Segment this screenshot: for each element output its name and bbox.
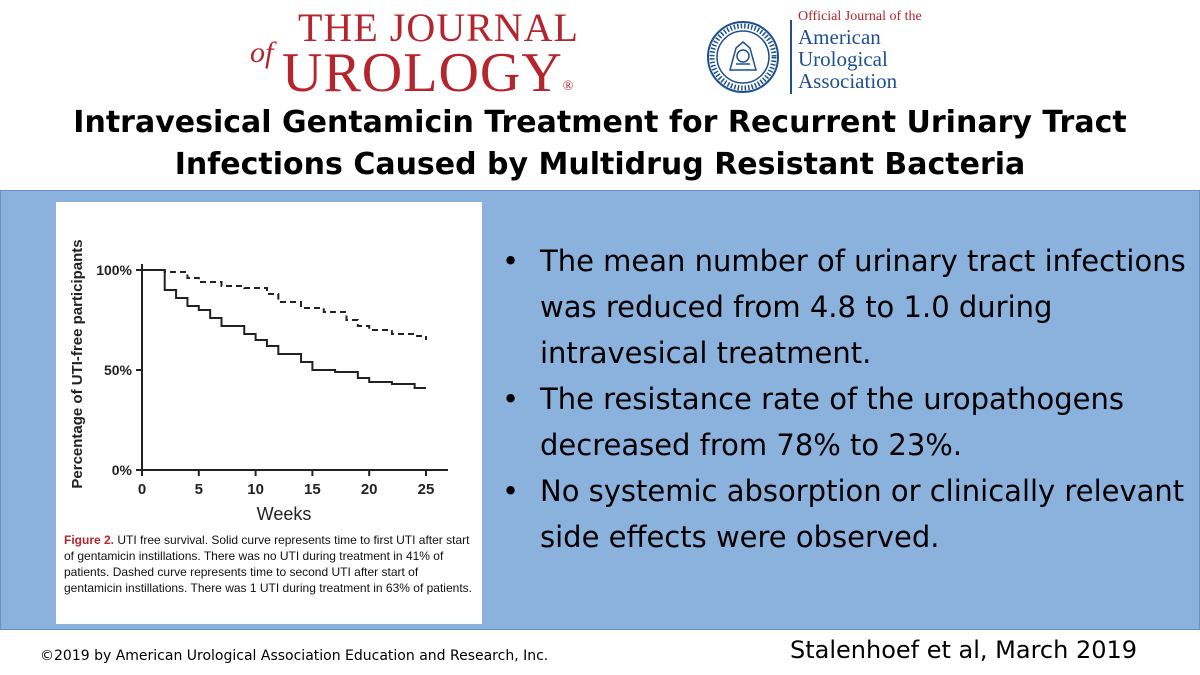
aua-divider — [790, 20, 792, 94]
citation: Stalenhoef et al, March 2019 — [790, 636, 1138, 664]
x-tick-label: 0 — [138, 481, 146, 498]
registered-mark: ® — [562, 79, 575, 94]
caption-text: UTI free survival. Solid curve represent… — [64, 533, 472, 595]
logo-line-urology: UROLOGY® — [282, 44, 574, 102]
x-tick-label: 5 — [195, 481, 203, 498]
chart-axes: 0 5 10 15 20 25 0% 50% 100% — [96, 262, 448, 498]
logo-of-text: of — [250, 36, 274, 69]
chart-series — [142, 269, 427, 389]
y-axis-label: Percentage of UTI-free participants — [69, 239, 86, 488]
copyright-notice: ©2019 by American Urological Association… — [40, 648, 549, 664]
slide-title: Intravesical Gentamicin Treatment for Re… — [0, 102, 1200, 186]
figure-card: 0 5 10 15 20 25 0% 50% 100% Percentage of UTI-fr… — [56, 202, 482, 624]
y-tick-label: 0% — [112, 462, 133, 478]
aua-american: American — [798, 25, 881, 49]
y-tick-label: 50% — [104, 362, 133, 378]
survival-chart: 0 5 10 15 20 25 0% 50% 100% Percentage of UTI-fr… — [69, 239, 448, 524]
bullet-dot: • — [502, 382, 520, 416]
bullet-text: The mean number of urinary tract infecti… — [540, 244, 1186, 370]
title-line-2: Infections Caused by Multidrug Resistant… — [174, 147, 1026, 182]
bullet-item: • No systemic absorption or clinically re… — [496, 468, 1186, 560]
key-findings-list: • The mean number of urinary tract infect… — [496, 238, 1186, 560]
aua-urological: Urological — [798, 47, 888, 71]
figure-caption: Figure 2. UTI free survival. Solid curve… — [64, 532, 474, 596]
series-second-uti-line — [142, 269, 427, 340]
caption-label: Figure 2. — [64, 533, 115, 547]
x-axis-label: Weeks — [257, 504, 312, 524]
bullet-item: • The mean number of urinary tract infect… — [496, 238, 1186, 376]
x-tick-label: 20 — [361, 481, 378, 498]
logo-line-the-journal: THE JOURNAL — [298, 5, 579, 50]
journal-of-urology-logo: of THE JOURNAL UROLOGY® — [248, 5, 668, 103]
bullet-text: No systemic absorption or clinically rel… — [540, 474, 1185, 554]
series-first-uti-line — [142, 269, 426, 389]
title-line-1: Intravesical Gentamicin Treatment for Re… — [73, 105, 1127, 140]
aua-official-text: Official Journal of the — [798, 9, 922, 24]
bullet-dot: • — [502, 474, 520, 508]
aua-association: Association — [798, 69, 898, 93]
bullet-text: The resistance rate of the uropathogens … — [540, 382, 1125, 462]
bullet-item: • The resistance rate of the uropathogens… — [496, 376, 1186, 468]
logo-urology-text: UROLOGY — [282, 42, 563, 104]
bullet-dot: • — [502, 244, 520, 278]
aua-wordmark: Official Journal of the American Urologi… — [798, 8, 998, 92]
aua-seal-icon — [707, 21, 779, 93]
y-tick-label: 100% — [96, 262, 132, 278]
x-tick-label: 15 — [304, 481, 321, 498]
x-tick-label: 25 — [418, 481, 435, 498]
x-tick-label: 10 — [247, 481, 264, 498]
